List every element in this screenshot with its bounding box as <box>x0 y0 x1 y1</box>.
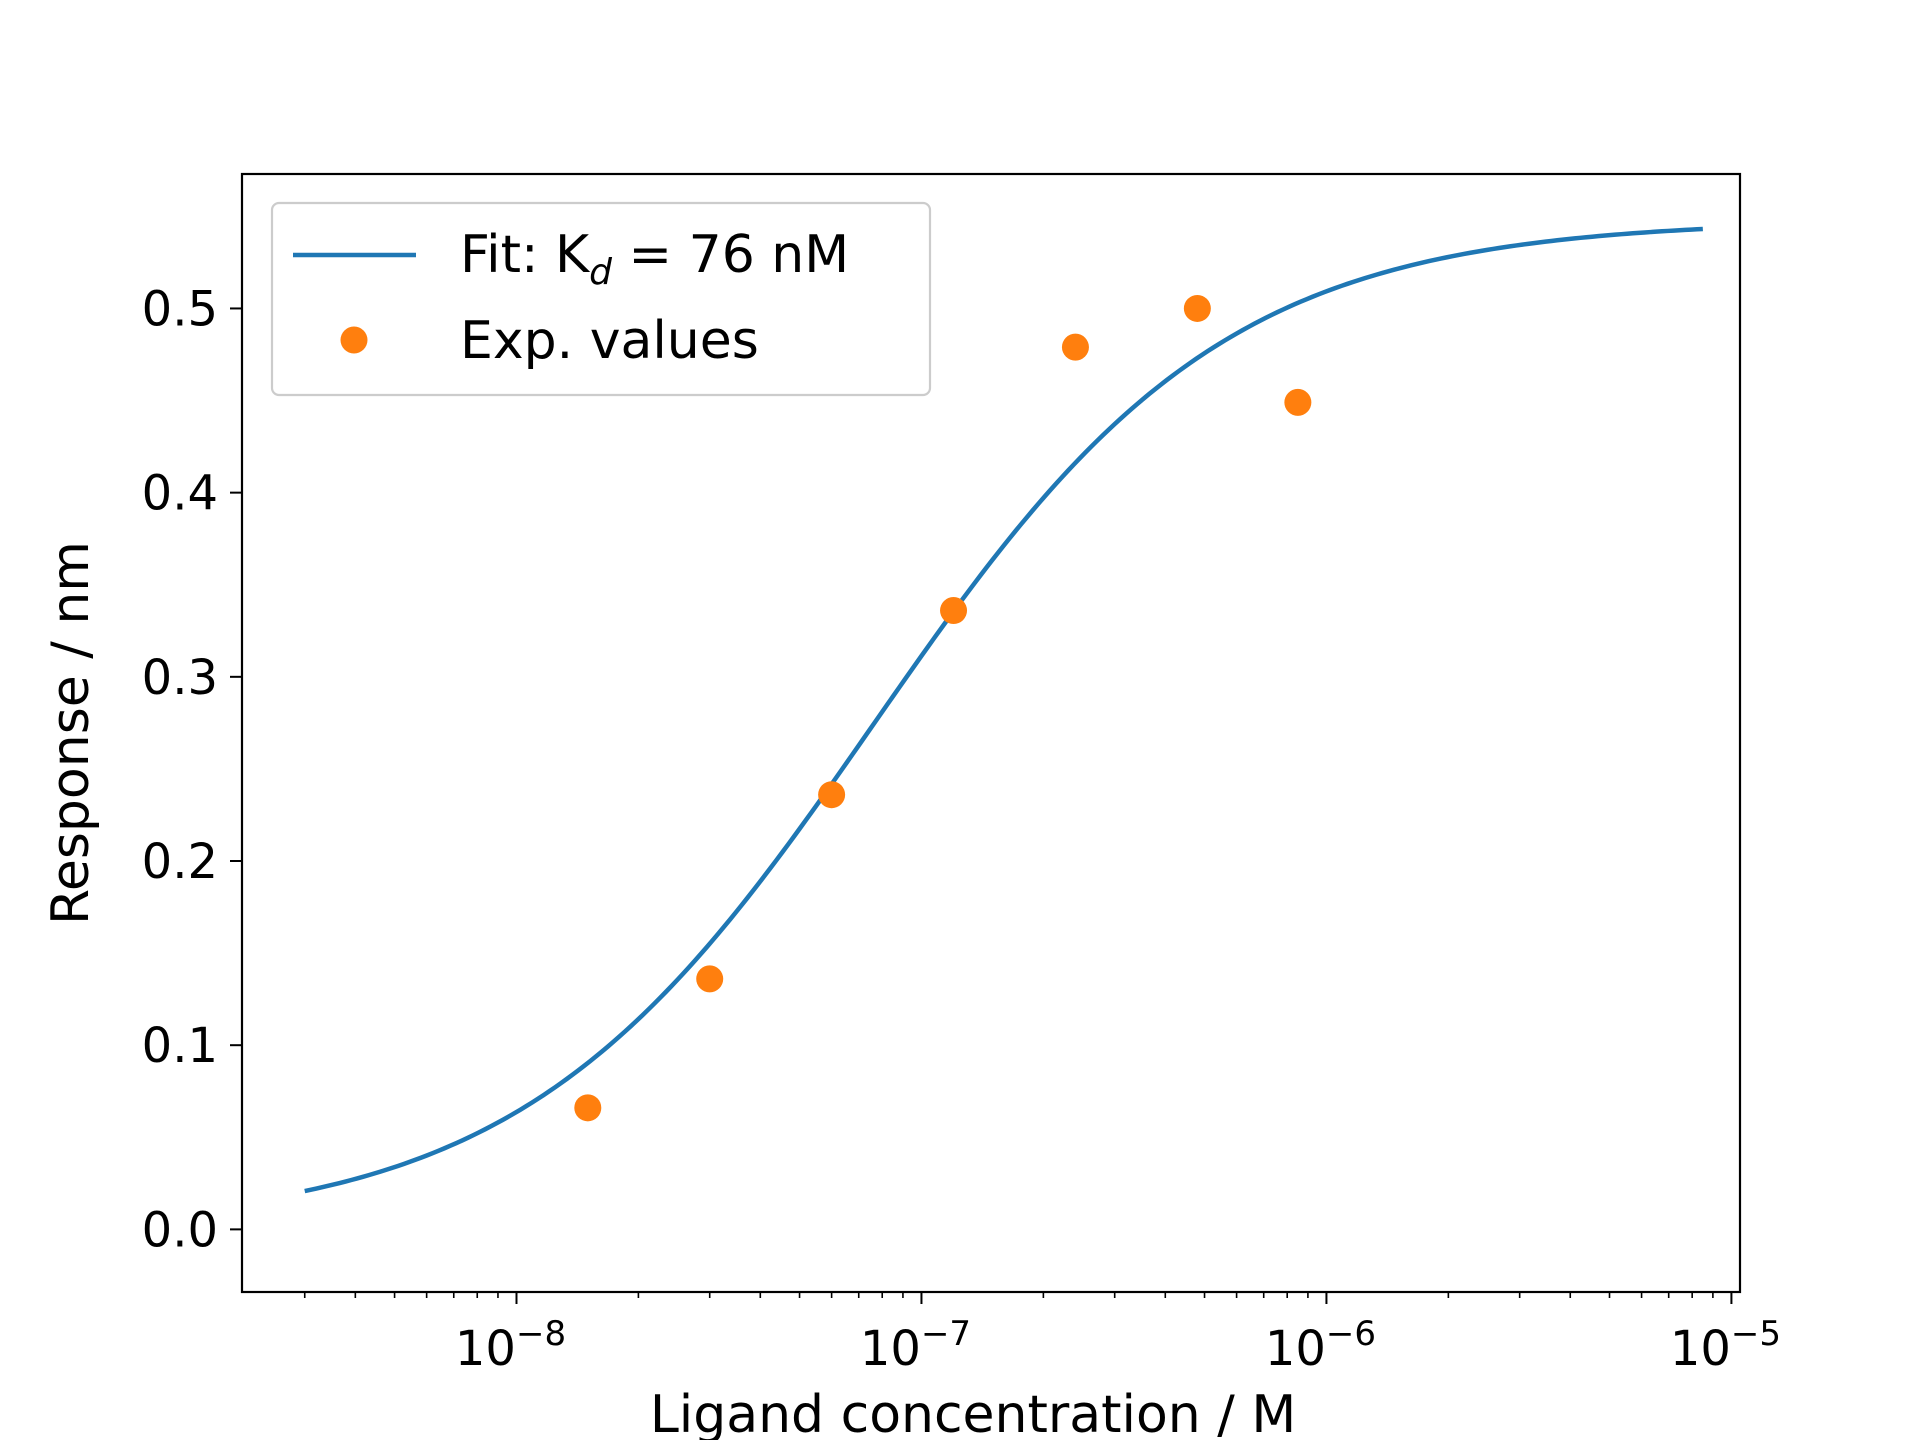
x-tick-label-exponent: −7 <box>921 1314 971 1354</box>
x-tick-label: 10−5 <box>1670 1314 1781 1377</box>
x-axis-label: Ligand concentration / M <box>650 1385 1296 1440</box>
x-tick-label: 10−6 <box>1265 1314 1376 1377</box>
legend-exp-label: Exp. values <box>460 311 759 371</box>
x-tick-label-exponent: −6 <box>1326 1314 1376 1354</box>
exp-data-point <box>1061 333 1089 361</box>
y-tick-label: 0.0 <box>142 1202 218 1258</box>
exp-data-point <box>940 597 968 625</box>
exp-data-point <box>1284 388 1312 416</box>
x-tick-label-base: 10 <box>1265 1321 1326 1377</box>
x-tick-label-exponent: −8 <box>516 1314 566 1354</box>
exp-data-point <box>818 781 846 809</box>
x-tick-label-base: 10 <box>455 1321 516 1377</box>
exp-data-point <box>574 1094 602 1122</box>
x-tick-label-base: 10 <box>860 1321 921 1377</box>
y-axis-label: Response / nm <box>41 541 101 925</box>
plot-area <box>304 226 1703 1194</box>
legend: Fit: Kd = 76 nM Exp. values <box>270 201 932 397</box>
axes-frame <box>240 172 1742 1294</box>
legend-fit-prefix: Fit: K <box>460 225 591 285</box>
y-tick-label: 0.2 <box>142 834 218 890</box>
legend-fit-label: Fit: Kd = 76 nM <box>460 225 849 293</box>
legend-box <box>270 201 932 397</box>
x-tick-label: 10−7 <box>860 1314 971 1377</box>
y-tick-label: 0.4 <box>142 466 218 522</box>
y-tick-label: 0.5 <box>142 281 218 337</box>
fit-curve-line <box>304 226 1703 1194</box>
exp-data-point <box>1183 294 1211 322</box>
y-tick-label: 0.1 <box>142 1018 218 1074</box>
legend-exp-swatch <box>340 326 368 354</box>
y-tick-label: 0.3 <box>142 650 218 706</box>
exp-data-point <box>696 965 724 993</box>
x-tick-label-exponent: −5 <box>1731 1314 1781 1354</box>
axis-ticks: 10−8 10−7 10−6 10−50.00.10.20.30.40.5 <box>142 281 1781 1377</box>
x-tick-label: 10−8 <box>455 1314 566 1377</box>
legend-fit-suffix: = 76 nM <box>612 225 849 285</box>
x-tick-label-base: 10 <box>1670 1321 1731 1377</box>
legend-fit-subscript: d <box>589 252 613 293</box>
